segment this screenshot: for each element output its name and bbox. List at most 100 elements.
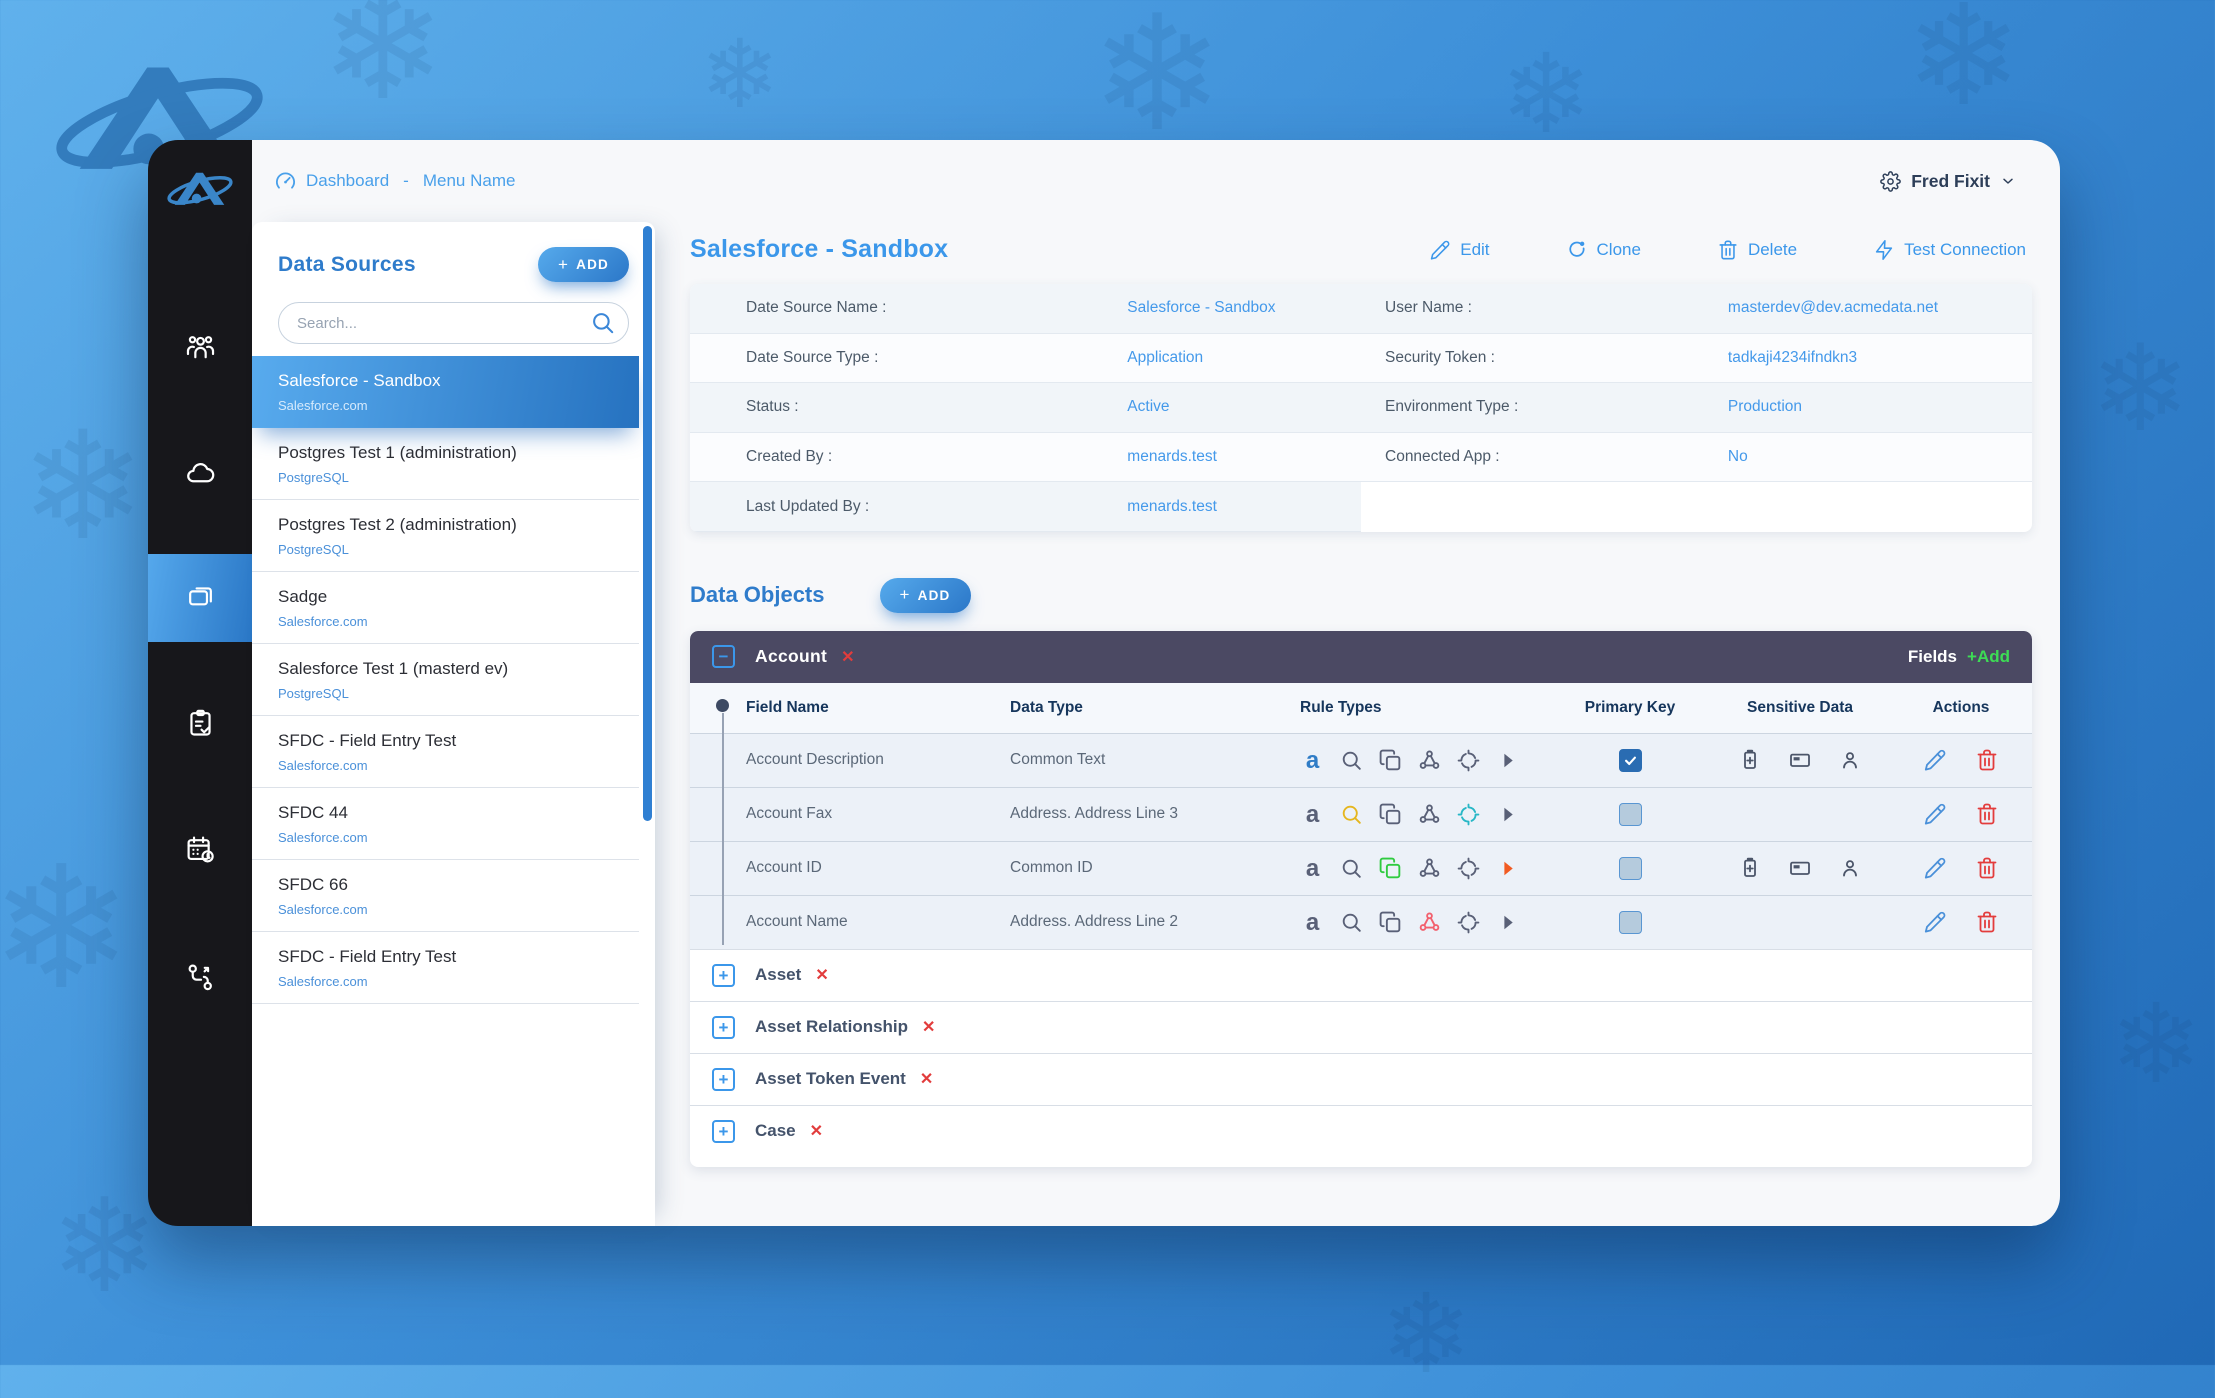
delete-button[interactable]: Delete [1711,238,1803,262]
edit-field-button[interactable] [1923,856,1947,880]
sidebar-item-users[interactable] [148,322,252,372]
search-icon[interactable] [590,310,616,336]
sidebar-item-cloud[interactable] [148,448,252,498]
hierarchy-rule-icon[interactable] [1417,748,1442,773]
caret-expand-icon[interactable] [1495,748,1520,773]
data-source-item[interactable]: SFDC 44 Salesforce.com [252,788,639,860]
expand-button[interactable]: + [712,1119,735,1143]
primary-key-checkbox[interactable] [1618,856,1642,880]
sidebar-item-tasks[interactable] [148,698,252,748]
data-source-name: SFDC - Field Entry Test [278,731,457,750]
primary-key-checkbox[interactable] [1618,802,1642,826]
delete-field-button[interactable] [1975,856,1999,880]
edit-field-button[interactable] [1923,802,1947,826]
data-source-type: Salesforce.com [278,902,368,917]
rule-types: a [1300,802,1550,827]
add-field-button[interactable]: +Add [1967,646,2010,666]
collapse-button[interactable]: − [712,645,735,669]
caret-expand-icon[interactable] [1495,802,1520,827]
data-source-type: Salesforce.com [278,614,368,629]
hierarchy-rule-icon[interactable] [1417,802,1442,827]
text-rule-icon[interactable]: a [1305,746,1320,774]
primary-key-checkbox[interactable] [1618,748,1642,772]
card-icon[interactable] [1788,856,1812,880]
detail-row: Created By : menards.test [690,432,1361,483]
user-name: Fred Fixit [1911,170,1990,191]
snowflake-decoration: ❄ [0,834,133,1024]
text-rule-icon[interactable]: a [1305,908,1320,936]
delete-field-button[interactable] [1975,910,1999,934]
text-rule-icon[interactable]: a [1305,800,1320,828]
breadcrumb[interactable]: Dashboard - Menu Name [274,170,515,193]
data-source-name: Salesforce - Sandbox [278,371,441,390]
caret-expand-icon[interactable] [1495,910,1520,935]
search-rule-icon[interactable] [1339,802,1364,827]
hierarchy-rule-icon[interactable] [1417,856,1442,881]
sidebar-item-data-sources[interactable] [148,554,252,642]
clone-icon [1568,241,1585,257]
expand-button[interactable]: + [712,1015,735,1039]
data-source-item[interactable]: SFDC - Field Entry Test Salesforce.com [252,932,639,1004]
scrollbar-thumb[interactable] [643,226,652,821]
expand-button[interactable]: + [712,963,735,987]
edit-field-button[interactable] [1923,748,1947,772]
target-rule-icon[interactable] [1456,802,1481,827]
duplicate-rule-icon[interactable] [1378,748,1403,773]
add-data-object-button[interactable]: + ADD [879,577,971,613]
expand-button[interactable]: + [712,1067,735,1091]
data-source-item[interactable]: SFDC 66 Salesforce.com [252,860,639,932]
delete-field-button[interactable] [1975,748,1999,772]
collapsed-objects: + Asset ✕ + Asset Relationship ✕ + Asset Token … [690,948,2032,1157]
remove-object-icon[interactable]: ✕ [922,1019,936,1037]
remove-object-icon[interactable]: ✕ [815,967,829,985]
search-input[interactable] [278,302,629,344]
clone-button[interactable]: Clone [1560,238,1647,262]
target-rule-icon[interactable] [1456,748,1481,773]
target-rule-icon[interactable] [1456,910,1481,935]
data-object-row[interactable]: + Asset Token Event ✕ [690,1052,2032,1105]
add-data-source-button[interactable]: + ADD [538,247,629,282]
sidebar-item-schedule[interactable] [148,824,252,874]
remove-object-icon[interactable]: ✕ [841,648,855,666]
col-rule-types: Rule Types [1300,698,1382,716]
card-icon[interactable] [1788,748,1812,772]
breadcrumb-dashboard[interactable]: Dashboard [306,171,390,190]
remove-object-icon[interactable]: ✕ [809,1123,824,1141]
test-connection-button[interactable]: Test Connection [1867,238,2032,262]
data-object-row[interactable]: + Case ✕ [690,1104,2032,1157]
duplicate-rule-icon[interactable] [1378,856,1403,881]
data-object-row[interactable]: + Asset ✕ [690,948,2032,1001]
search-rule-icon[interactable] [1339,910,1364,935]
text-rule-icon[interactable]: a [1305,854,1320,882]
duplicate-rule-icon[interactable] [1378,910,1403,935]
data-source-item[interactable]: SFDC - Field Entry Test Salesforce.com [252,716,639,788]
data-source-list: Salesforce - Sandbox Salesforce.com Postgr… [252,356,655,1226]
target-rule-icon[interactable] [1456,856,1481,881]
field-data-type: Address. Address Line 2 [1010,913,1179,931]
search-rule-icon[interactable] [1339,748,1364,773]
data-source-item[interactable]: Salesforce - Sandbox Salesforce.com [252,356,639,428]
primary-key-checkbox[interactable] [1618,910,1642,934]
breadcrumb-menu-name[interactable]: Menu Name [422,171,516,190]
sidebar-item-workflow[interactable] [148,952,252,1002]
person-icon[interactable] [1838,748,1862,772]
edit-field-button[interactable] [1923,910,1947,934]
data-object-row[interactable]: + Asset Relationship ✕ [690,1000,2032,1053]
data-source-item[interactable]: Postgres Test 1 (administration) PostgreS… [252,428,639,500]
caret-expand-icon[interactable] [1495,856,1520,881]
data-source-item[interactable]: Salesforce Test 1 (masterd ev) PostgreSQL [252,644,639,716]
edit-button[interactable]: Edit [1423,238,1495,262]
user-menu[interactable]: Fred Fixit [1880,171,2016,192]
data-source-item[interactable]: Sadge Salesforce.com [252,572,639,644]
field-data-type: Common Text [1010,751,1106,769]
remove-object-icon[interactable]: ✕ [919,1071,934,1089]
data-source-item[interactable]: Postgres Test 2 (administration) PostgreS… [252,500,639,572]
person-icon[interactable] [1838,856,1862,880]
file-plus-icon[interactable] [1738,748,1762,772]
delete-field-button[interactable] [1975,802,1999,826]
search-rule-icon[interactable] [1339,856,1364,881]
duplicate-rule-icon[interactable] [1378,802,1403,827]
detail-value: Salesforce - Sandbox [1127,299,1276,317]
file-plus-icon[interactable] [1738,856,1762,880]
hierarchy-rule-icon[interactable] [1417,910,1442,935]
